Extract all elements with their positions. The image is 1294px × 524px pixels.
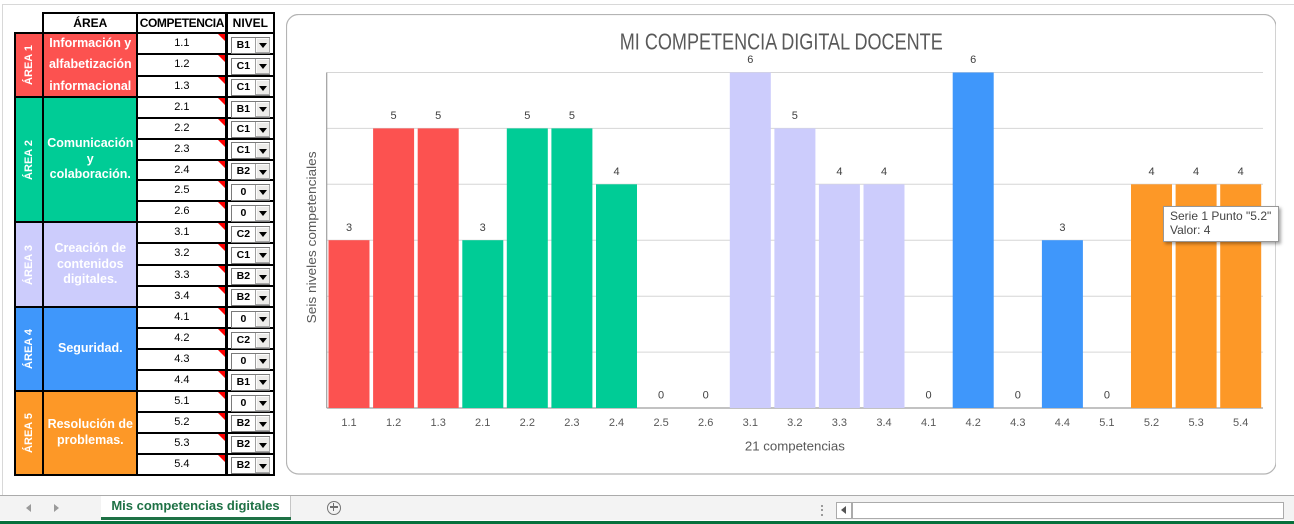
svg-text:2.4: 2.4	[608, 417, 623, 429]
svg-text:2.5: 2.5	[653, 417, 668, 429]
svg-text:Seis niveles competenciales: Seis niveles competenciales	[304, 151, 318, 323]
svg-text:5.1: 5.1	[1099, 417, 1114, 429]
svg-text:4: 4	[1237, 166, 1243, 178]
svg-text:MI COMPETENCIA DIGITAL DOCENTE: MI COMPETENCIA DIGITAL DOCENTE	[619, 29, 942, 55]
svg-text:5.2: 5.2	[1143, 417, 1158, 429]
svg-text:0: 0	[1014, 390, 1020, 402]
svg-text:0: 0	[702, 390, 708, 402]
svg-text:4.2: 4.2	[965, 417, 980, 429]
svg-text:4: 4	[1148, 166, 1154, 178]
svg-text:0: 0	[925, 390, 931, 402]
svg-text:4: 4	[1193, 166, 1199, 178]
svg-text:4: 4	[836, 166, 842, 178]
svg-text:6: 6	[970, 54, 976, 66]
svg-text:3: 3	[479, 222, 485, 234]
svg-text:6: 6	[747, 54, 753, 66]
svg-text:5.4: 5.4	[1233, 417, 1248, 429]
svg-text:5: 5	[435, 110, 441, 122]
svg-text:5: 5	[524, 110, 530, 122]
svg-text:2.1: 2.1	[475, 417, 490, 429]
svg-text:2.2: 2.2	[519, 417, 534, 429]
svg-text:2.6: 2.6	[698, 417, 713, 429]
svg-text:4.4: 4.4	[1054, 417, 1069, 429]
svg-text:3.2: 3.2	[787, 417, 802, 429]
svg-text:5: 5	[568, 110, 574, 122]
svg-text:3.3: 3.3	[831, 417, 846, 429]
svg-text:4.3: 4.3	[1010, 417, 1025, 429]
svg-text:4.1: 4.1	[920, 417, 935, 429]
svg-text:3: 3	[1059, 222, 1065, 234]
svg-text:0: 0	[1103, 390, 1109, 402]
svg-text:3.4: 3.4	[876, 417, 891, 429]
svg-text:0: 0	[658, 390, 664, 402]
svg-text:5: 5	[791, 110, 797, 122]
svg-text:4: 4	[613, 166, 619, 178]
svg-text:1.2: 1.2	[385, 417, 400, 429]
svg-text:21 competencias: 21 competencias	[744, 439, 845, 454]
svg-text:2.3: 2.3	[564, 417, 579, 429]
svg-text:4: 4	[880, 166, 886, 178]
svg-text:5.3: 5.3	[1188, 417, 1203, 429]
svg-text:3.1: 3.1	[742, 417, 757, 429]
svg-text:3: 3	[345, 222, 351, 234]
svg-text:1.1: 1.1	[341, 417, 356, 429]
svg-text:5: 5	[390, 110, 396, 122]
svg-text:1.3: 1.3	[430, 417, 445, 429]
